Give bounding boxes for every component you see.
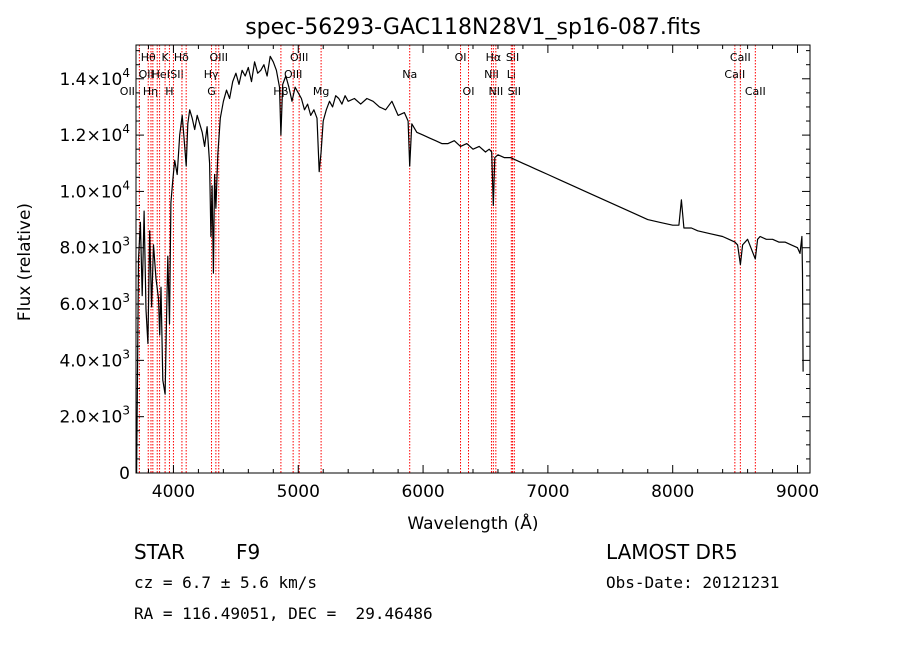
y-tick-label: 1.4×104	[59, 66, 130, 90]
spectral-line-label: G	[207, 85, 216, 98]
spectral-line-label: Hθ	[141, 51, 156, 64]
survey-label: LAMOST DR5	[606, 540, 738, 564]
axis-ticks: 4000 5000 6000 7000 8000 9000 0 2.0×103 4.0×103 6…	[59, 45, 819, 502]
spectral-line-label: Mg	[313, 85, 329, 98]
spectral-line-label: Hγ	[204, 68, 219, 81]
spectral-line-label: Hη	[143, 85, 158, 98]
redshift-text: cz = 6.7 ± 5.6 km/s	[134, 573, 318, 592]
y-tick-label: 8.0×103	[59, 235, 130, 259]
spectral-line-label: Na	[402, 68, 417, 81]
spectral-lines: OII Hθ OII Hη HeI K H SII Hδ G Hγ OIII Hβ OIII OIII Mg N…	[120, 45, 766, 473]
spectral-line-label: NII	[488, 85, 503, 98]
y-tick-label: 2.0×103	[59, 404, 130, 428]
y-tick-label: 1.0×104	[59, 178, 130, 202]
spectral-line-label: OIII	[210, 51, 228, 64]
spectrum-line	[136, 55, 804, 474]
y-axis-label: Flux (relative)	[15, 203, 35, 321]
spectral-line-label: OII	[120, 85, 135, 98]
chart-title: spec-56293-GAC118N28V1_sp16-087.fits	[245, 15, 701, 40]
spectral-line-label: OIII	[284, 68, 302, 81]
spectral-line-label: Hα	[486, 51, 502, 64]
y-tick-label: 1.2×104	[59, 122, 130, 146]
y-tick-label: 6.0×103	[59, 291, 130, 315]
x-axis-label: Wavelength (Å)	[407, 512, 538, 534]
spectral-line-label: CaII	[724, 68, 745, 81]
spectral-line-label: K	[161, 51, 169, 64]
x-tick-label: 9000	[776, 482, 819, 502]
spectral-line-label: CaII	[730, 51, 751, 64]
spectral-line-label: CaII	[745, 85, 766, 98]
spectral-line-label: Hδ	[174, 51, 189, 64]
spectral-line-label: SII	[508, 85, 521, 98]
x-tick-label: 8000	[651, 482, 694, 502]
spectral-line-label: HeI	[152, 68, 170, 81]
spectral-line-label: NII	[484, 68, 499, 81]
spectrum	[136, 55, 804, 474]
obs-date: Obs-Date: 20121231	[606, 573, 780, 592]
x-tick-label: 6000	[401, 482, 444, 502]
spectral-line-label: SII	[506, 51, 519, 64]
spectral-line-label: OII	[139, 68, 154, 81]
spectral-line-label: Li	[507, 68, 516, 81]
x-tick-label: 5000	[277, 482, 320, 502]
plot-frame	[135, 44, 811, 474]
spectral-line-label: OIII	[290, 51, 308, 64]
spectral-line-label: Hβ	[273, 85, 288, 98]
x-tick-label: 4000	[152, 482, 195, 502]
coordinates: RA = 116.49051, DEC = 29.46486	[134, 604, 433, 623]
x-tick-label: 7000	[526, 482, 569, 502]
y-tick-label: 4.0×103	[59, 347, 130, 371]
y-tick-label: 0	[119, 464, 130, 484]
object-type: STAR	[134, 540, 185, 564]
spectral-line-label: OI	[463, 85, 475, 98]
object-subclass: F9	[236, 540, 261, 564]
spectral-line-label: H	[165, 85, 173, 98]
spectral-line-label: SII	[170, 68, 183, 81]
spectral-line-label: OI	[455, 51, 467, 64]
